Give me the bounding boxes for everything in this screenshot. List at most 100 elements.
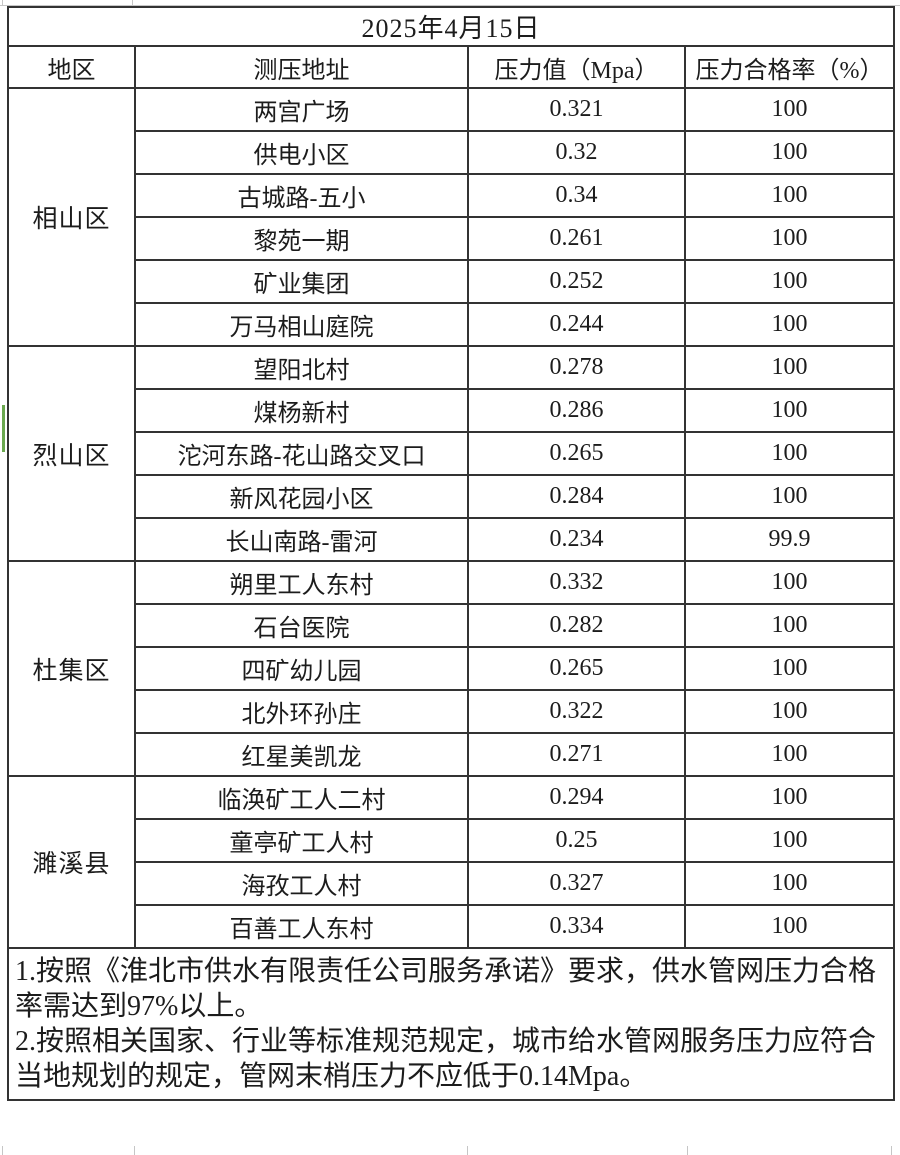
pressure-cell: 0.327	[467, 861, 686, 906]
address-cell: 供电小区	[134, 130, 469, 175]
address-cell: 临涣矿工人二村	[134, 775, 469, 820]
region-cell: 相山区	[7, 87, 136, 347]
bottom-grid-stub-left	[2, 1146, 3, 1155]
table-notes-section: 1.按照《淮北市供水有限责任公司服务承诺》要求，供水管网压力合格率需达到97%以…	[6, 947, 896, 1101]
table-row: 黎苑一期 0.261 100	[8, 216, 896, 261]
table-row: 红星美凯龙 0.271 100	[8, 732, 896, 777]
top-grid-stub-col1	[132, 0, 133, 5]
pass-rate-cell: 100	[683, 388, 896, 433]
bottom-grid-stub-right	[891, 1146, 892, 1155]
pressure-cell: 0.32	[467, 130, 686, 175]
address-cell: 北外环孙庄	[134, 689, 469, 734]
pressure-cell: 0.244	[467, 302, 686, 347]
pressure-cell: 0.294	[467, 775, 686, 820]
pass-rate-cell: 100	[683, 474, 896, 519]
pass-rate-cell: 100	[683, 173, 896, 218]
pass-rate-cell: 100	[683, 431, 896, 476]
pressure-cell: 0.321	[467, 87, 686, 132]
table-row: 烈山区 望阳北村 0.278 100	[7, 345, 896, 562]
column-header-address: 测压地址	[134, 45, 469, 89]
address-cell: 红星美凯龙	[134, 732, 469, 777]
pass-rate-cell: 100	[683, 302, 896, 347]
column-header-pass-rate: 压力合格率（%）	[683, 45, 896, 89]
address-cell: 沱河东路-花山路交叉口	[134, 431, 469, 476]
address-cell: 四矿幼儿园	[134, 646, 469, 691]
table-row: 古城路-五小 0.34 100	[8, 173, 896, 218]
pressure-cell: 0.322	[467, 689, 686, 734]
title-row: 2025年4月15日	[6, 6, 896, 47]
table-row: 长山南路-雷河 0.234 99.9	[8, 517, 896, 562]
address-cell: 海孜工人村	[134, 861, 469, 906]
table-row: 北外环孙庄 0.322 100	[8, 689, 896, 734]
pressure-cell: 0.278	[467, 345, 686, 390]
address-cell: 望阳北村	[134, 345, 469, 390]
address-cell: 万马相山庭院	[134, 302, 469, 347]
pass-rate-cell: 99.9	[683, 517, 896, 562]
table-row: 杜集区 朔里工人东村 0.332 100	[7, 560, 896, 777]
pressure-cell: 0.284	[467, 474, 686, 519]
pressure-cell: 0.234	[467, 517, 686, 562]
column-header-pressure: 压力值（Mpa）	[467, 45, 686, 89]
top-cutoff-gridline	[0, 5, 900, 6]
pressure-cell: 0.271	[467, 732, 686, 777]
table-row: 童亭矿工人村 0.25 100	[8, 818, 896, 863]
pass-rate-cell: 100	[683, 560, 896, 605]
pressure-cell: 0.282	[467, 603, 686, 648]
address-cell: 古城路-五小	[134, 173, 469, 218]
note-line-1: 1.按照《淮北市供水有限责任公司服务承诺》要求，供水管网压力合格率需达到97%以…	[15, 956, 877, 1022]
pass-rate-cell: 100	[683, 646, 896, 691]
pressure-cell: 0.265	[467, 646, 686, 691]
pass-rate-cell: 100	[683, 861, 896, 906]
address-cell: 煤杨新村	[134, 388, 469, 433]
top-grid-stub-left	[2, 0, 3, 5]
pressure-cell: 0.332	[467, 560, 686, 605]
address-cell: 百善工人东村	[134, 904, 469, 949]
pass-rate-cell: 100	[683, 259, 896, 304]
address-cell: 矿业集团	[134, 259, 469, 304]
pass-rate-cell: 100	[683, 904, 896, 949]
table-row: 供电小区 0.32 100	[8, 130, 896, 175]
address-cell: 童亭矿工人村	[134, 818, 469, 863]
bottom-grid-stub-col3	[687, 1146, 688, 1155]
pressure-cell: 0.261	[467, 216, 686, 261]
pass-rate-cell: 100	[683, 216, 896, 261]
pass-rate-cell: 100	[683, 345, 896, 390]
region-cell: 烈山区	[7, 345, 136, 562]
address-cell: 长山南路-雷河	[134, 517, 469, 562]
header-row: 地区 测压地址 压力值（Mpa） 压力合格率（%）	[7, 45, 896, 89]
table-row: 矿业集团 0.252 100	[8, 259, 896, 304]
pressure-cell: 0.334	[467, 904, 686, 949]
pressure-report-table: 2025年4月15日 地区 测压地址 压力值（Mpa） 压力合格率（%） 相山区…	[6, 6, 896, 1101]
region-cell: 杜集区	[7, 560, 136, 777]
table-head-section: 2025年4月15日 地区 测压地址 压力值（Mpa） 压力合格率（%）	[6, 6, 896, 89]
table-row: 海孜工人村 0.327 100	[8, 861, 896, 906]
notes-row: 1.按照《淮北市供水有限责任公司服务承诺》要求，供水管网压力合格率需达到97%以…	[6, 947, 896, 1101]
column-header-region: 地区	[7, 45, 136, 89]
pressure-cell: 0.25	[467, 818, 686, 863]
table-row: 石台医院 0.282 100	[8, 603, 896, 648]
address-cell: 两宫广场	[134, 87, 469, 132]
table-row: 万马相山庭院 0.244 100	[8, 302, 896, 347]
pass-rate-cell: 100	[683, 818, 896, 863]
table-row: 新风花园小区 0.284 100	[8, 474, 896, 519]
address-cell: 石台医院	[134, 603, 469, 648]
pressure-cell: 0.34	[467, 173, 686, 218]
table-row: 煤杨新村 0.286 100	[8, 388, 896, 433]
green-row-marker	[2, 405, 5, 452]
address-cell: 朔里工人东村	[134, 560, 469, 605]
note-line-2: 2.按照相关国家、行业等标准规范规定，城市给水管网服务压力应符合当地规划的规定，…	[15, 1026, 877, 1092]
bottom-grid-stub-col1	[134, 1146, 135, 1155]
pass-rate-cell: 100	[683, 603, 896, 648]
address-cell: 新风花园小区	[134, 474, 469, 519]
address-cell: 黎苑一期	[134, 216, 469, 261]
region-cell: 濉溪县	[7, 775, 136, 949]
table-row: 濉溪县 临涣矿工人二村 0.294 100	[7, 775, 896, 949]
pass-rate-cell: 100	[683, 689, 896, 734]
table-data-section: 相山区 两宫广场 0.321 100 供电小区 0.32 100 古城路-五小 0.34 100 黎…	[7, 87, 896, 949]
table-row: 沱河东路-花山路交叉口 0.265 100	[8, 431, 896, 476]
pass-rate-cell: 100	[683, 732, 896, 777]
pressure-cell: 0.252	[467, 259, 686, 304]
table-row: 百善工人东村 0.334 100	[8, 904, 896, 949]
table-row: 四矿幼儿园 0.265 100	[8, 646, 896, 691]
